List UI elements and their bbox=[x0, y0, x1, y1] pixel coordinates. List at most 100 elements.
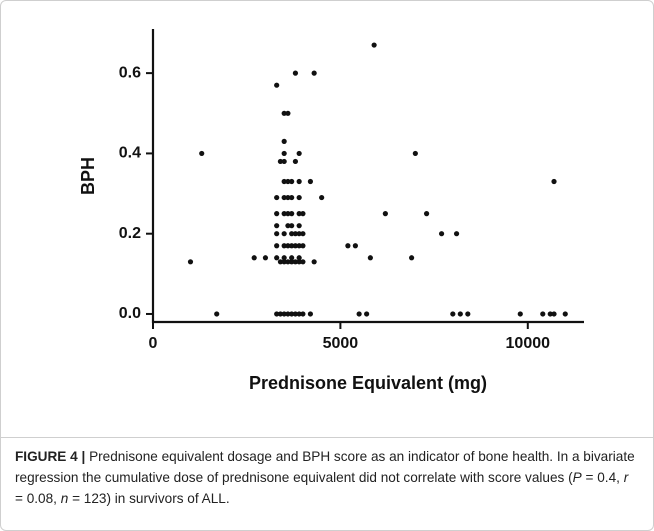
caption-text: = 0.08, bbox=[15, 491, 61, 506]
point bbox=[551, 178, 557, 185]
point bbox=[409, 255, 415, 261]
point bbox=[364, 311, 370, 317]
point bbox=[319, 194, 325, 201]
caption-text: = 123) in survivors of ALL. bbox=[68, 491, 230, 506]
caption-text: = 0.4, bbox=[581, 470, 624, 485]
point bbox=[540, 311, 546, 317]
point bbox=[300, 259, 306, 265]
point bbox=[281, 194, 287, 201]
point bbox=[274, 82, 280, 88]
point bbox=[289, 259, 295, 265]
point bbox=[274, 211, 280, 217]
point bbox=[199, 150, 205, 157]
point bbox=[281, 138, 287, 144]
caption-label: FIGURE 4 | bbox=[15, 449, 86, 464]
point bbox=[352, 243, 358, 249]
point bbox=[281, 231, 287, 237]
caption-text: P bbox=[572, 470, 582, 485]
point bbox=[457, 311, 463, 317]
point bbox=[465, 311, 471, 317]
point bbox=[277, 311, 284, 317]
point bbox=[281, 178, 287, 185]
point bbox=[251, 255, 257, 261]
point bbox=[289, 255, 295, 261]
point bbox=[274, 243, 280, 249]
point bbox=[281, 110, 287, 116]
point bbox=[214, 311, 220, 317]
point bbox=[292, 158, 299, 165]
point bbox=[289, 311, 295, 317]
point bbox=[300, 231, 306, 237]
y-tick-label: 0.4 bbox=[119, 145, 141, 162]
point bbox=[296, 243, 302, 249]
caption-text: r bbox=[623, 470, 629, 485]
point bbox=[296, 194, 302, 201]
point bbox=[277, 158, 284, 165]
point bbox=[307, 178, 314, 185]
point bbox=[292, 243, 299, 249]
point bbox=[356, 311, 362, 317]
point bbox=[453, 231, 460, 237]
point bbox=[300, 243, 306, 249]
divider bbox=[1, 437, 653, 438]
point bbox=[517, 311, 523, 317]
point bbox=[292, 259, 299, 265]
y-axis-title: BPH bbox=[78, 157, 98, 195]
point bbox=[450, 311, 456, 317]
point bbox=[187, 259, 194, 265]
point bbox=[296, 259, 302, 265]
point bbox=[367, 255, 373, 261]
chart: Prednisone Equivalent (mg) BPH 0.0 0.2 0.4… bbox=[78, 29, 584, 393]
caption: FIGURE 4 | Prednisone equivalent dosage … bbox=[15, 446, 635, 509]
point bbox=[281, 259, 287, 265]
caption-text: n bbox=[60, 491, 69, 506]
point bbox=[285, 194, 291, 201]
point bbox=[292, 311, 299, 317]
point bbox=[296, 150, 302, 157]
point bbox=[281, 311, 287, 317]
point bbox=[300, 311, 306, 317]
point bbox=[262, 255, 269, 261]
point bbox=[274, 255, 280, 261]
point bbox=[562, 311, 568, 317]
point bbox=[285, 178, 291, 185]
point bbox=[274, 194, 280, 201]
point bbox=[382, 211, 388, 217]
caption-text: Prednisone equivalent dosage and BPH sco… bbox=[15, 449, 635, 485]
point bbox=[281, 243, 287, 249]
point bbox=[438, 231, 445, 237]
point bbox=[285, 223, 291, 229]
point bbox=[281, 255, 287, 261]
point bbox=[307, 311, 314, 317]
point bbox=[412, 150, 418, 157]
point bbox=[285, 311, 291, 317]
point bbox=[289, 223, 295, 229]
y-tick-label: 0.6 bbox=[119, 64, 141, 81]
point bbox=[274, 311, 280, 317]
point bbox=[300, 211, 306, 217]
point bbox=[296, 223, 302, 229]
point bbox=[281, 211, 287, 217]
point bbox=[296, 211, 302, 217]
point bbox=[285, 110, 291, 116]
point bbox=[551, 311, 557, 317]
point bbox=[292, 231, 299, 237]
point bbox=[547, 311, 553, 317]
point bbox=[277, 259, 284, 265]
point bbox=[292, 70, 299, 76]
point bbox=[289, 211, 295, 217]
point bbox=[281, 150, 287, 157]
point bbox=[311, 70, 317, 76]
point bbox=[345, 243, 351, 249]
point bbox=[311, 259, 317, 265]
point bbox=[289, 178, 295, 185]
x-tick-label: 5000 bbox=[323, 335, 359, 352]
point bbox=[296, 178, 302, 185]
point bbox=[289, 243, 295, 249]
y-tick-label: 0.0 bbox=[119, 305, 141, 322]
point bbox=[423, 211, 430, 217]
point bbox=[274, 231, 280, 237]
x-tick-label: 10000 bbox=[506, 335, 551, 352]
point bbox=[296, 231, 302, 237]
